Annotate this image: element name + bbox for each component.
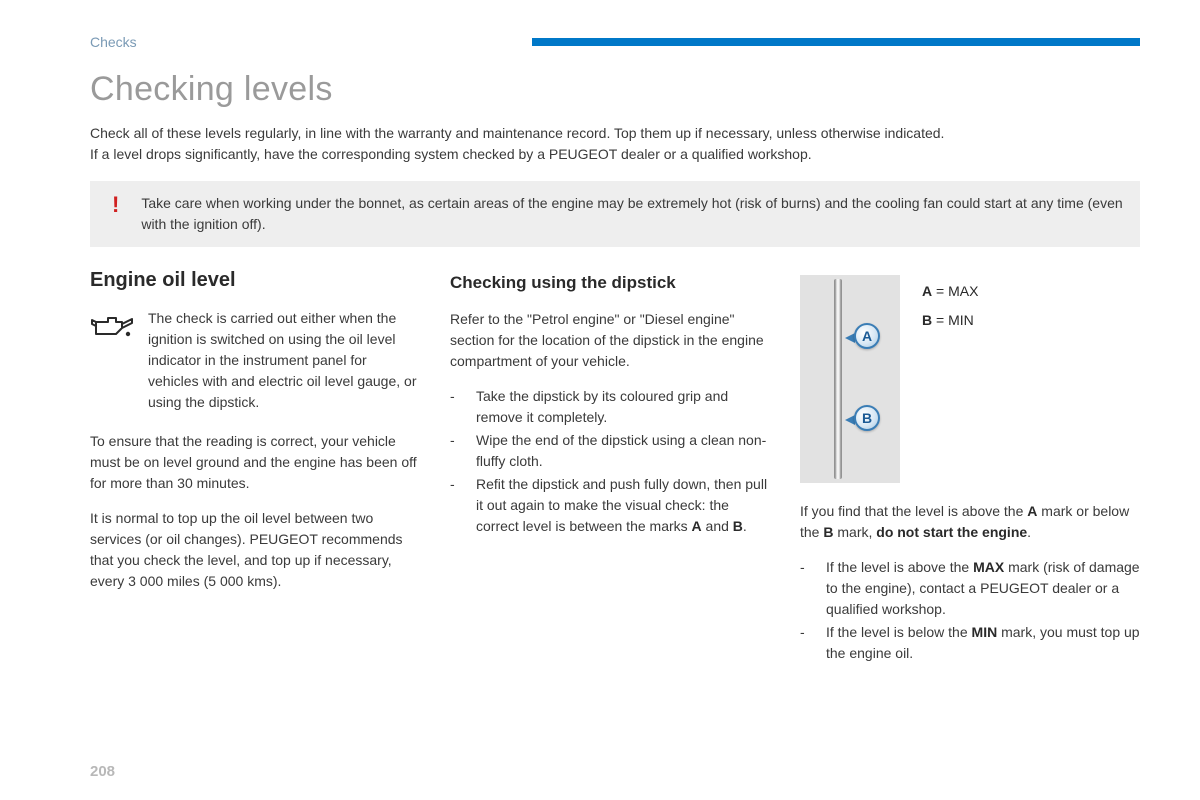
dipstick-steps: -Take the dipstick by its coloured grip …: [450, 386, 770, 537]
heading-dipstick: Checking using the dipstick: [450, 273, 770, 293]
list-item: -Take the dipstick by its coloured grip …: [450, 386, 770, 428]
para-refer: Refer to the "Petrol engine" or "Diesel …: [450, 309, 770, 372]
dipstick-legend: A = MAX B = MIN: [922, 275, 978, 336]
list-item: -Refit the dipstick and push fully down,…: [450, 474, 770, 537]
dipstick-row: A B A = MAX B = MIN: [800, 275, 1140, 483]
legend-b: B = MIN: [922, 306, 978, 335]
oil-icon-para: The check is carried out either when the…: [148, 308, 420, 413]
list-item: -Wipe the end of the dipstick using a cl…: [450, 430, 770, 472]
para-above-below: If you find that the level is above the …: [800, 501, 1140, 543]
heading-engine-oil: Engine oil level: [90, 269, 420, 292]
list-item: -If the level is above the MAX mark (ris…: [800, 557, 1140, 620]
oil-can-icon: [90, 312, 134, 340]
intro-text: Check all of these levels regularly, in …: [90, 123, 1140, 165]
column-dipstick: Checking using the dipstick Refer to the…: [450, 269, 770, 666]
content-columns: Engine oil level The check is carried ou…: [90, 269, 1140, 666]
warning-text: Take care when working under the bonnet,…: [141, 193, 1124, 235]
marker-a: A: [854, 323, 880, 349]
header: Checks: [90, 34, 1140, 50]
marker-b: B: [854, 405, 880, 431]
column-engine-oil: Engine oil level The check is carried ou…: [90, 269, 420, 666]
column-dipstick-diagram: A B A = MAX B = MIN If you find that the…: [800, 269, 1140, 666]
warning-icon: !: [112, 193, 119, 217]
page-number: 208: [90, 763, 115, 780]
page-title: Checking levels: [90, 70, 1140, 109]
warning-callout: ! Take care when working under the bonne…: [90, 181, 1140, 247]
para-topup: It is normal to top up the oil level bet…: [90, 508, 420, 592]
header-bar: [532, 38, 1140, 46]
para-level-ground: To ensure that the reading is correct, y…: [90, 431, 420, 494]
dipstick-diagram: A B: [800, 275, 900, 483]
section-label: Checks: [90, 34, 137, 50]
legend-a: A = MAX: [922, 277, 978, 306]
intro-line-1: Check all of these levels regularly, in …: [90, 123, 1140, 144]
level-warnings: -If the level is above the MAX mark (ris…: [800, 557, 1140, 664]
list-item: -If the level is below the MIN mark, you…: [800, 622, 1140, 664]
intro-line-2: If a level drops significantly, have the…: [90, 144, 1140, 165]
oil-icon-row: The check is carried out either when the…: [90, 308, 420, 413]
